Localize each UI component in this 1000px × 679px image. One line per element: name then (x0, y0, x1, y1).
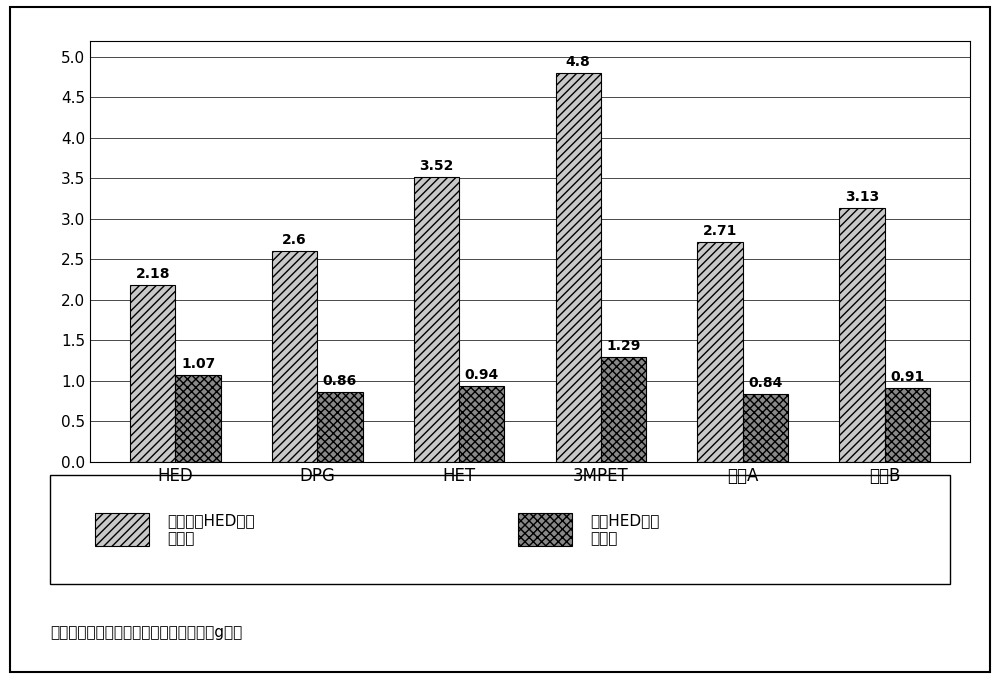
Bar (95, 513, 149, 546)
Bar (743, 394, 788, 462)
Text: 没有添加HED时的
必要量: 没有添加HED时的 必要量 (167, 513, 255, 546)
Bar (556, 73, 601, 462)
Text: 0.91: 0.91 (890, 370, 924, 384)
Text: 3.52: 3.52 (419, 159, 454, 172)
Bar (459, 386, 504, 462)
Bar (839, 208, 885, 462)
Text: 0.84: 0.84 (748, 375, 783, 390)
Bar (885, 388, 930, 462)
Text: 1.29: 1.29 (606, 340, 641, 353)
Text: ＊图表中，纵轴表示各醒溶剂的添加量（g）。: ＊图表中，纵轴表示各醒溶剂的添加量（g）。 (50, 625, 242, 640)
Bar (601, 357, 646, 462)
Text: 0.94: 0.94 (465, 367, 499, 382)
Bar (697, 242, 743, 462)
Text: 3.13: 3.13 (845, 190, 879, 204)
Text: 2.71: 2.71 (703, 224, 737, 238)
Text: 4.8: 4.8 (566, 55, 591, 69)
Bar (130, 285, 175, 462)
Bar (518, 513, 572, 546)
Text: 2.18: 2.18 (135, 267, 170, 281)
Bar (175, 375, 221, 462)
Text: 2.6: 2.6 (282, 233, 307, 247)
Bar (317, 392, 363, 462)
Text: 0.86: 0.86 (323, 374, 357, 388)
Text: 1.07: 1.07 (181, 357, 215, 371)
Bar (414, 177, 459, 462)
Bar (272, 251, 317, 462)
Text: 添加HED时的
必要量: 添加HED时的 必要量 (590, 513, 659, 546)
